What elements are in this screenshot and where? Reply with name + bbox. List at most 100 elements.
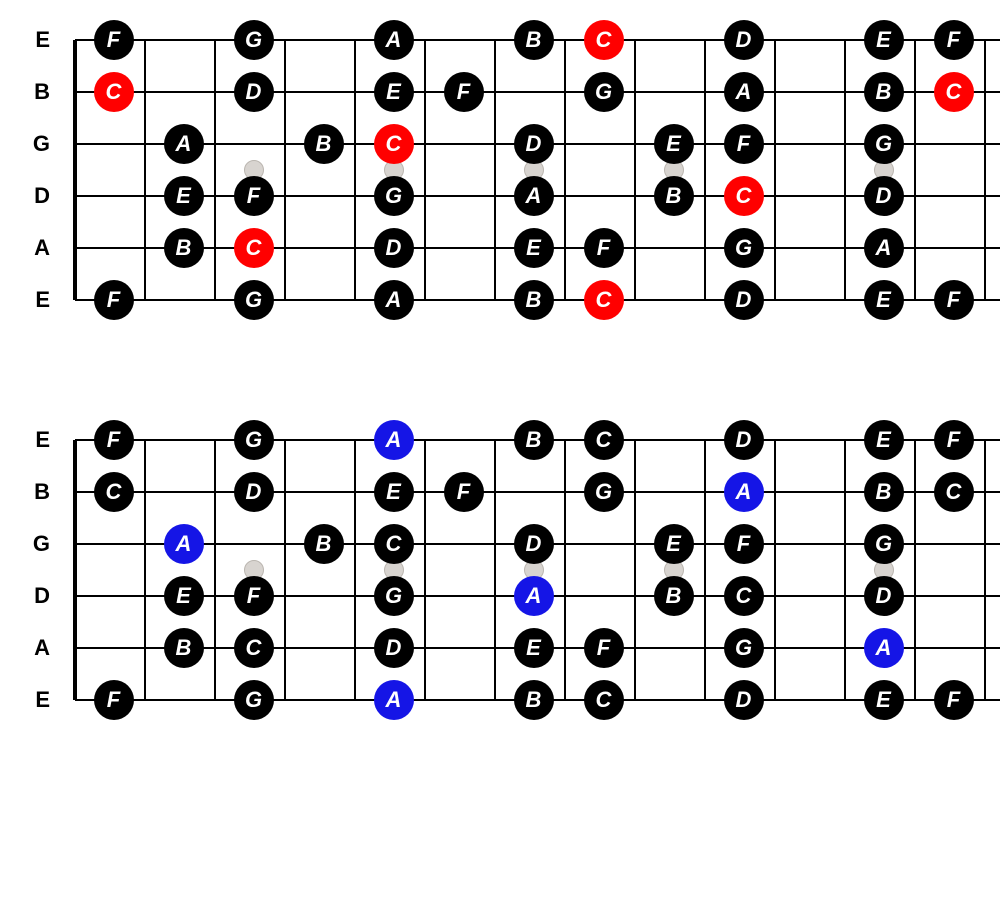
note-dot: F [444, 472, 484, 512]
note-dot: G [864, 124, 904, 164]
note-dot: C [94, 72, 134, 112]
string-label: B [20, 479, 50, 505]
string-label: A [20, 235, 50, 261]
note-dot: E [864, 280, 904, 320]
note-dot: C [584, 420, 624, 460]
note-dot: D [724, 280, 764, 320]
fret-line [284, 40, 286, 300]
note-dot: G [234, 680, 274, 720]
note-dot: D [724, 20, 764, 60]
note-dot: F [234, 176, 274, 216]
note-dot: A [724, 72, 764, 112]
note-dot: B [514, 420, 554, 460]
fret-line [984, 440, 986, 700]
note-dot: E [654, 124, 694, 164]
note-dot: C [234, 628, 274, 668]
note-dot: G [584, 72, 624, 112]
note-dot: A [514, 576, 554, 616]
fret-line [424, 440, 426, 700]
note-dot: D [724, 680, 764, 720]
string-label: A [20, 635, 50, 661]
note-dot: E [864, 20, 904, 60]
note-dot: D [514, 524, 554, 564]
note-dot: E [864, 680, 904, 720]
fret-line [914, 440, 916, 700]
string-label: E [20, 287, 50, 313]
note-dot: E [374, 472, 414, 512]
note-dot: F [724, 124, 764, 164]
note-dot: C [374, 524, 414, 564]
fretboard-diagram-0: EBGDAEFGABCDEFGCDEFGABCDABCDEFGAEFGABCDE… [0, 40, 1000, 340]
note-dot: F [934, 280, 974, 320]
note-dot: D [374, 628, 414, 668]
string-line [75, 91, 1000, 93]
fret-line [634, 440, 636, 700]
note-dot: A [374, 680, 414, 720]
note-dot: G [864, 524, 904, 564]
note-dot: C [584, 20, 624, 60]
note-dot: B [514, 680, 554, 720]
note-dot: F [94, 20, 134, 60]
note-dot: G [234, 280, 274, 320]
note-dot: E [864, 420, 904, 460]
note-dot: D [724, 420, 764, 460]
note-dot: C [934, 72, 974, 112]
fret-line [73, 40, 77, 300]
fret-line [704, 440, 706, 700]
note-dot: B [164, 228, 204, 268]
string-line [75, 491, 1000, 493]
note-dot: A [374, 280, 414, 320]
note-dot: B [304, 124, 344, 164]
note-dot: F [724, 524, 764, 564]
fret-line [424, 40, 426, 300]
note-dot: E [514, 228, 554, 268]
note-dot: A [164, 524, 204, 564]
fret-line [214, 440, 216, 700]
note-dot: B [864, 72, 904, 112]
fret-line [354, 440, 356, 700]
fret-line [284, 440, 286, 700]
note-dot: C [584, 280, 624, 320]
note-dot: E [654, 524, 694, 564]
fret-line [704, 40, 706, 300]
fret-line [844, 40, 846, 300]
fret-line [914, 40, 916, 300]
note-dot: F [234, 576, 274, 616]
note-dot: D [374, 228, 414, 268]
note-dot: G [234, 20, 274, 60]
note-dot: F [94, 680, 134, 720]
string-label: B [20, 79, 50, 105]
note-dot: C [374, 124, 414, 164]
note-dot: D [234, 72, 274, 112]
fret-line [494, 440, 496, 700]
note-dot: G [374, 576, 414, 616]
note-dot: F [934, 420, 974, 460]
note-dot: B [164, 628, 204, 668]
note-dot: F [584, 628, 624, 668]
note-dot: D [864, 176, 904, 216]
note-dot: F [584, 228, 624, 268]
string-label: D [20, 583, 50, 609]
string-label: E [20, 687, 50, 713]
string-label: D [20, 183, 50, 209]
note-dot: C [584, 680, 624, 720]
note-dot: E [374, 72, 414, 112]
note-dot: C [724, 176, 764, 216]
note-dot: B [304, 524, 344, 564]
note-dot: D [234, 472, 274, 512]
note-dot: A [374, 20, 414, 60]
note-dot: B [654, 576, 694, 616]
note-dot: F [444, 72, 484, 112]
note-dot: E [164, 576, 204, 616]
fret-line [564, 440, 566, 700]
note-dot: A [374, 420, 414, 460]
note-dot: G [584, 472, 624, 512]
note-dot: B [514, 20, 554, 60]
fret-line [844, 440, 846, 700]
note-dot: A [514, 176, 554, 216]
note-dot: B [864, 472, 904, 512]
note-dot: C [934, 472, 974, 512]
string-label: E [20, 427, 50, 453]
fretboard-diagram-1: EBGDAEFGABCDEFGCDEFGABCDABCDEFGAEFGABCDE… [0, 440, 1000, 740]
fret-line [564, 40, 566, 300]
